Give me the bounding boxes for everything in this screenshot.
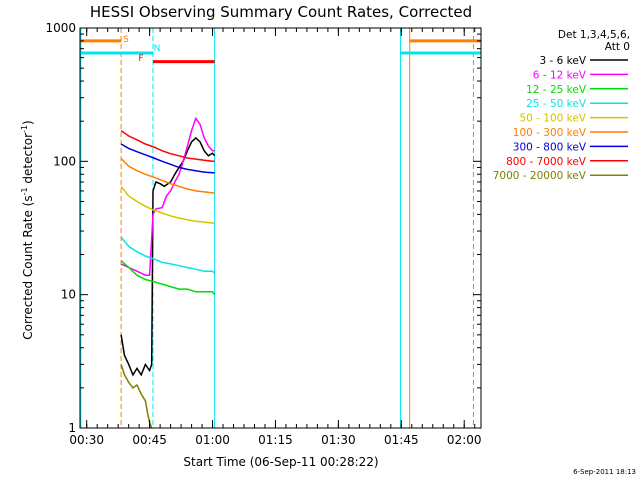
y-axis-label-superscript: -1 — [20, 187, 29, 195]
series-line-6-12kev — [120, 116, 215, 276]
flag-label-n: N — [154, 44, 161, 54]
legend: Det 1,3,4,5,6,Att 0 3 - 6 keV 6 - 12 keV 12… — [493, 29, 630, 182]
x-tick-label: 01:30 — [321, 433, 356, 447]
x-tick-label: 02:00 — [447, 433, 482, 447]
x-tick-label: 00:45 — [132, 433, 167, 447]
legend-entry-label: 50 - 100 keV — [519, 113, 586, 125]
y-axis-label: Corrected Count Rate (s-1 detector-1) — [20, 120, 35, 339]
series-line-3-6kev — [120, 136, 216, 377]
y-tick-label: 1000 — [45, 21, 76, 35]
y-axis-label-superscript: -1 — [20, 125, 29, 133]
series-line-25-50kev — [120, 236, 216, 274]
legend-entry-label: 100 - 300 keV — [513, 127, 587, 139]
y-axis-label-part: detector — [21, 133, 35, 188]
plot-frame — [79, 27, 482, 429]
y-axis-label-part: ) — [21, 120, 35, 125]
x-tick-label: 01:00 — [195, 433, 230, 447]
legend-entry-label: 6 - 12 keV — [533, 69, 587, 81]
y-tick-label: 100 — [53, 154, 76, 168]
legend-entry-label: 300 - 800 keV — [513, 141, 587, 153]
legend-entry-label: 12 - 25 keV — [526, 84, 587, 96]
y-tick-label: 10 — [61, 288, 76, 302]
series-line-7000-20000kev — [120, 364, 153, 428]
series-line-100-300kev — [120, 157, 215, 194]
legend-entry-label: 25 - 50 keV — [526, 98, 587, 110]
legend-header: Att 0 — [605, 41, 630, 53]
x-tick-label: 00:30 — [69, 433, 104, 447]
series-line-300-800kev — [120, 143, 215, 174]
flag-label-f: F — [138, 54, 143, 64]
y-tick-label: 1 — [68, 421, 76, 435]
legend-entry-label: 7000 - 20000 keV — [493, 170, 587, 182]
x-tick-label: 01:45 — [384, 433, 419, 447]
series-line-800-7000kev — [120, 129, 215, 163]
legend-entry-label: 800 - 7000 keV — [506, 156, 587, 168]
legend-header: Det 1,3,4,5,6, — [558, 29, 630, 41]
footer-timestamp: 6-Sep-2011 18:13 — [573, 468, 636, 476]
legend-entry-label: 3 - 6 keV — [539, 55, 586, 67]
series-line-12-25kev — [120, 260, 216, 296]
flag-label-s: S — [123, 35, 129, 45]
x-axis-label: Start Time (06-Sep-11 00:28:22) — [183, 455, 378, 469]
series-line-50-100kev — [120, 185, 215, 225]
y-axis-label-part: Corrected Count Rate (s — [21, 195, 35, 339]
x-tick-label: 01:15 — [258, 433, 293, 447]
chart-title: HESSI Observing Summary Count Rates, Cor… — [90, 3, 472, 21]
